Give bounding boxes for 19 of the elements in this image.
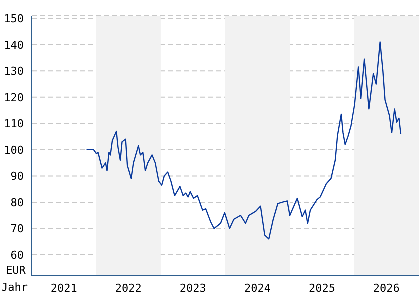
y-tick-label: 80 bbox=[10, 196, 24, 210]
y-tick-label: 100 bbox=[4, 144, 24, 157]
x-tick-label: 2023 bbox=[180, 282, 206, 295]
y-tick-label: 150 bbox=[4, 12, 24, 26]
x-tick-label: 2021 bbox=[50, 282, 78, 295]
y-axis-title: EUR bbox=[6, 264, 26, 277]
y-tick-label: 90 bbox=[10, 170, 24, 184]
y-tick-label: 120 bbox=[4, 91, 24, 104]
y-tick-label: 140 bbox=[4, 38, 24, 52]
y-tick-label: 70 bbox=[10, 222, 24, 236]
x-tick-label: 2024 bbox=[244, 282, 272, 295]
y-tick-label: 110 bbox=[4, 118, 24, 131]
x-tick-label: 2022 bbox=[115, 282, 142, 295]
y-tick-label: 60 bbox=[10, 248, 24, 262]
x-tick-label: 2025 bbox=[308, 282, 336, 295]
y-tick-label: 130 bbox=[4, 65, 24, 78]
x-tick-label: 2026 bbox=[373, 282, 400, 295]
x-axis-title: Jahr bbox=[2, 280, 28, 294]
line-series bbox=[86, 42, 402, 240]
